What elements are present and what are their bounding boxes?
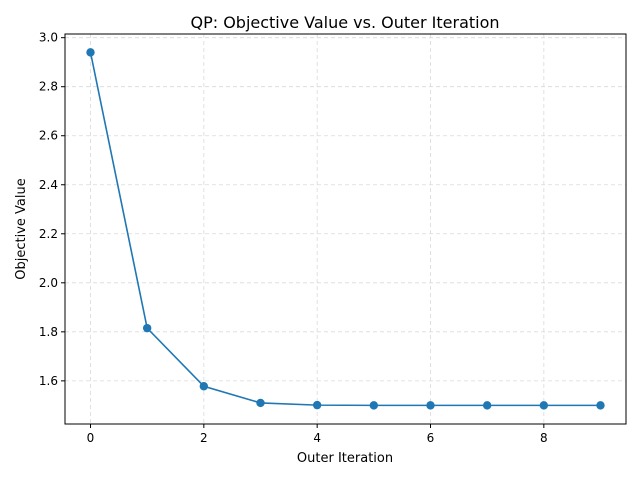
y-tick-label: 2.6 xyxy=(39,129,58,143)
y-axis: 1.6 1.8 2.0 2.2 2.4 2.6 2.8 3.0 xyxy=(39,31,65,388)
series-layer xyxy=(86,48,605,410)
data-point xyxy=(482,401,492,410)
data-point xyxy=(256,398,265,408)
series-line xyxy=(89,52,601,407)
x-tick-label: 4 xyxy=(313,431,321,445)
data-point xyxy=(539,401,549,410)
data-point xyxy=(86,48,95,57)
x-tick-label: 6 xyxy=(427,431,435,445)
y-axis-label: Objective Value xyxy=(14,178,29,279)
y-tick-label: 2.4 xyxy=(39,178,58,192)
x-axis-label: Outer Iteration xyxy=(297,451,393,466)
y-tick-label: 3.0 xyxy=(39,31,58,45)
data-point xyxy=(596,401,605,410)
y-tick-label: 1.6 xyxy=(39,374,58,388)
data-point xyxy=(199,382,209,391)
x-tick-label: 0 xyxy=(87,431,95,445)
x-tick-label: 2 xyxy=(200,431,208,445)
y-tick-label: 2.2 xyxy=(39,227,58,241)
y-tick-label: 2.8 xyxy=(39,80,58,94)
data-point xyxy=(142,323,152,333)
data-point xyxy=(426,401,435,410)
chart-title: QP: Objective Value vs. Outer Iteration xyxy=(190,13,499,32)
y-tick-label: 2.0 xyxy=(39,276,58,290)
x-tick-label: 8 xyxy=(540,431,548,445)
data-point xyxy=(312,400,322,410)
data-point xyxy=(369,401,379,410)
x-axis: 0 2 4 6 8 xyxy=(87,424,548,445)
grid xyxy=(65,34,626,424)
y-tick-label: 1.8 xyxy=(39,325,58,339)
plot-area-frame xyxy=(64,33,627,425)
